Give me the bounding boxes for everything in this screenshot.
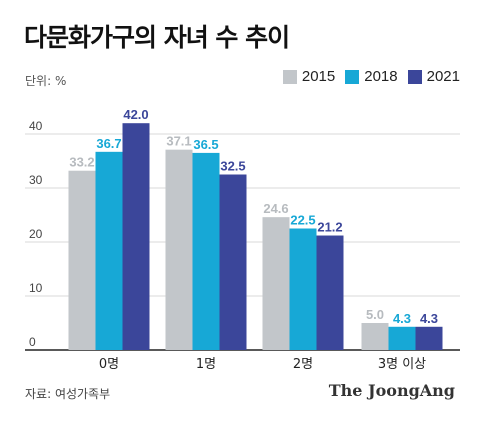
data-label-2015: 33.2 [69, 155, 94, 170]
bar-2021 [122, 123, 150, 350]
unit-label: 단위: % [25, 74, 67, 88]
legend-swatch-2015 [282, 69, 297, 84]
data-label-2018: 4.3 [393, 311, 411, 326]
bar-2015 [262, 217, 290, 350]
bar-2018 [95, 151, 123, 350]
data-label-2015: 37.1 [166, 134, 191, 149]
brand-logo: The JoongAng [328, 381, 455, 400]
data-label-2018: 36.5 [193, 137, 218, 152]
data-label-2021: 4.3 [420, 311, 438, 326]
bar-2015 [165, 149, 193, 350]
bar-2021 [415, 326, 443, 350]
chart-title: 다문화가구의 자녀 수 추이 [24, 23, 290, 52]
legend-swatch-2018 [345, 69, 360, 84]
x-category-label: 1명 [196, 357, 216, 372]
legend-item-2018: 2018 [345, 68, 398, 85]
legend-label-2015: 2015 [301, 68, 336, 85]
legend-item-2021: 2021 [407, 68, 460, 85]
bar-2015 [68, 170, 96, 350]
x-category-label: 2명 [293, 357, 313, 372]
y-tick-label: 20 [29, 227, 43, 241]
data-label-2018: 22.5 [290, 213, 315, 228]
source-note: 자료: 여성가족부 [25, 387, 111, 401]
legend-label-2021: 2021 [426, 68, 460, 85]
legend-item-2015: 2015 [282, 68, 336, 85]
bar-2021 [316, 235, 344, 350]
data-label-2018: 36.7 [96, 136, 121, 151]
y-tick-label: 0 [29, 335, 36, 349]
legend: 2015 2018 2021 [282, 68, 460, 85]
bar-2021 [219, 174, 247, 350]
y-tick-label: 10 [29, 281, 43, 295]
data-label-2021: 32.5 [220, 159, 245, 174]
bar-2015 [361, 323, 389, 350]
legend-label-2018: 2018 [364, 68, 398, 85]
data-label-2021: 21.2 [317, 220, 342, 235]
y-tick-label: 40 [29, 119, 43, 133]
bar-2018 [192, 152, 220, 350]
data-label-2021: 42.0 [123, 107, 148, 122]
data-label-2015: 5.0 [366, 307, 384, 322]
data-label-2015: 24.6 [263, 201, 288, 216]
bar-2018 [388, 326, 416, 350]
x-category-label: 3명 이상 [378, 357, 426, 372]
legend-swatch-2021 [407, 69, 422, 84]
y-tick-label: 30 [29, 173, 43, 187]
x-category-label: 0명 [99, 357, 119, 372]
bar-2018 [289, 228, 317, 350]
